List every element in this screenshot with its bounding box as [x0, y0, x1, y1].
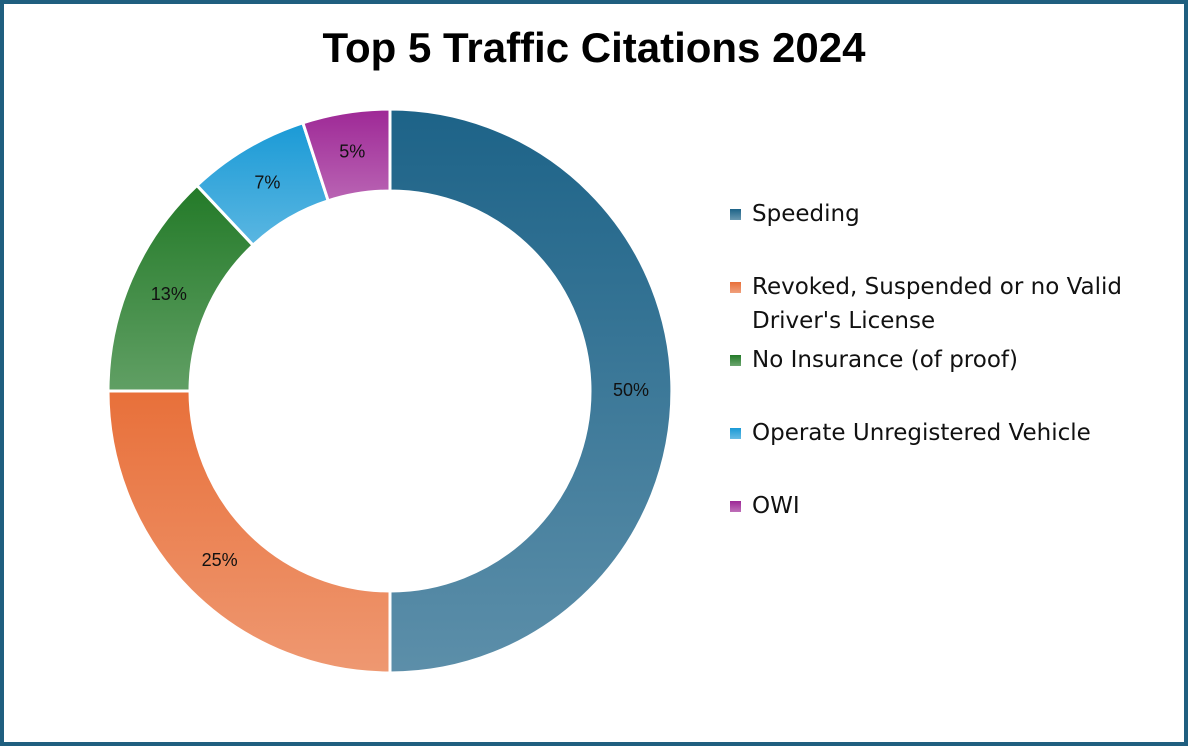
legend-label: Revoked, Suspended or no Valid Driver's … [752, 274, 1123, 334]
legend-entry: Operate Unregistered Vehicle [730, 416, 1150, 450]
legend-entry: OWI [730, 489, 1150, 523]
legend-swatch [730, 501, 741, 512]
legend-swatch [730, 209, 741, 220]
chart-title: Top 5 Traffic Citations 2024 [322, 24, 866, 71]
legend-swatch [730, 355, 741, 366]
donut-slice [388, 107, 674, 675]
donut-slice [106, 389, 392, 675]
donut-slice [300, 107, 392, 203]
data-label: 5% [339, 142, 365, 162]
legend-label: Speeding [752, 201, 860, 227]
legend-swatch [730, 282, 741, 293]
legend-label: No Insurance (of proof) [752, 347, 1018, 373]
data-label: 50% [613, 380, 649, 400]
legend-entry: Speeding [730, 197, 1150, 231]
legend-label: Operate Unregistered Vehicle [752, 420, 1091, 446]
legend-entry: Revoked, Suspended or no Valid Driver's … [730, 270, 1150, 338]
legend-entry: No Insurance (of proof) [730, 343, 1150, 377]
legend-swatch [730, 428, 741, 439]
data-label: 13% [151, 284, 187, 304]
legend-label: OWI [752, 493, 800, 519]
data-label: 25% [202, 550, 238, 570]
data-label: 7% [254, 172, 280, 192]
